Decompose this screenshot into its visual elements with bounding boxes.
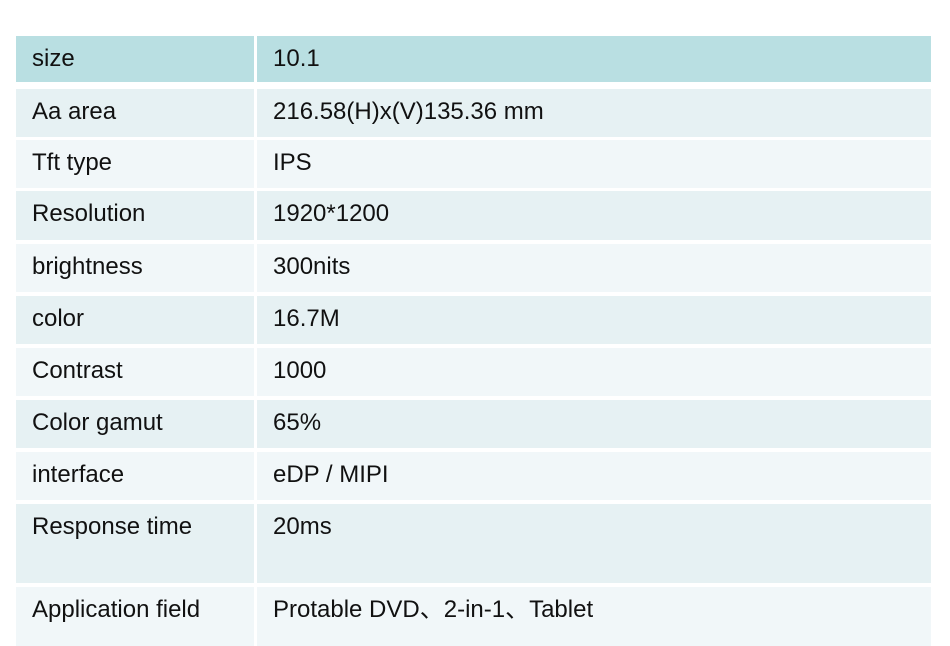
table-row: Contrast 1000: [16, 348, 931, 396]
table-row: size 10.1: [16, 36, 931, 82]
spec-label: interface: [16, 452, 254, 500]
spec-value: 216.58(H)x(V)135.36 mm: [257, 89, 931, 137]
spec-value: 1000: [257, 348, 931, 396]
spec-value: 1920*1200: [257, 191, 931, 240]
table-row: Application field Protable DVD、2-in-1、Ta…: [16, 587, 931, 646]
table-row: brightness 300nits: [16, 244, 931, 292]
spec-label: color: [16, 296, 254, 344]
spec-label: Response time: [16, 504, 254, 583]
table-row: Response time 20ms: [16, 504, 931, 583]
spec-value: IPS: [257, 140, 931, 188]
table-row: interface eDP / MIPI: [16, 452, 931, 500]
spec-value: 20ms: [257, 504, 931, 583]
spec-label: size: [16, 36, 254, 82]
spec-label: Color gamut: [16, 400, 254, 448]
table-row: Tft type IPS: [16, 140, 931, 188]
spec-value: Protable DVD、2-in-1、Tablet: [257, 587, 931, 646]
spec-label: Application field: [16, 587, 254, 646]
spec-label: Contrast: [16, 348, 254, 396]
spec-value: 65%: [257, 400, 931, 448]
spec-label: brightness: [16, 244, 254, 292]
table-row: Resolution 1920*1200: [16, 191, 931, 240]
table-row: Aa area 216.58(H)x(V)135.36 mm: [16, 89, 931, 137]
spec-value: 10.1: [257, 36, 931, 82]
spec-label: Tft type: [16, 140, 254, 188]
spec-label: Resolution: [16, 191, 254, 240]
table-row: Color gamut 65%: [16, 400, 931, 448]
spec-value: 300nits: [257, 244, 931, 292]
table-row: color 16.7M: [16, 296, 931, 344]
spec-label: Aa area: [16, 89, 254, 137]
spec-value: 16.7M: [257, 296, 931, 344]
spec-value: eDP / MIPI: [257, 452, 931, 500]
